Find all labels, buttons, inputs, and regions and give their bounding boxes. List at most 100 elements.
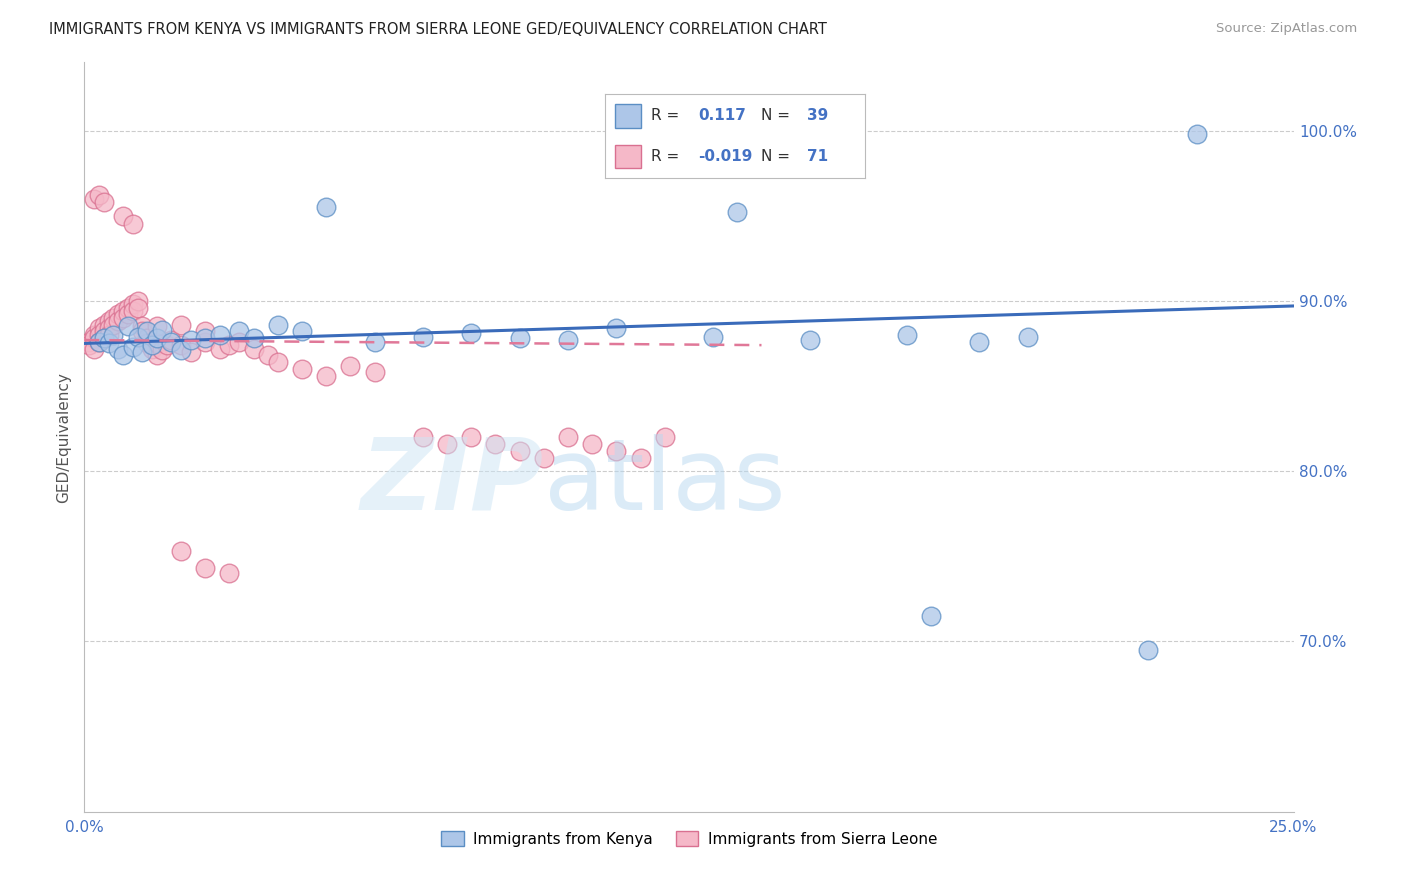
Point <box>146 319 169 334</box>
Point <box>557 333 579 347</box>
Point <box>257 348 280 362</box>
Point <box>87 188 110 202</box>
Point <box>194 331 217 345</box>
Point <box>77 334 100 349</box>
Point <box>242 331 264 345</box>
Point <box>1137 643 1160 657</box>
Point <box>170 343 193 358</box>
Point <box>93 318 115 332</box>
Point <box>97 336 120 351</box>
Point <box>112 348 135 362</box>
Point <box>103 327 125 342</box>
Point <box>131 345 153 359</box>
Point <box>136 336 159 351</box>
Point <box>93 331 115 345</box>
Point <box>83 192 105 206</box>
Point <box>146 331 169 345</box>
Point <box>605 443 627 458</box>
Point <box>799 333 821 347</box>
Point <box>1017 329 1039 343</box>
Point <box>242 342 264 356</box>
Point <box>136 325 159 339</box>
Point <box>87 321 110 335</box>
Point <box>97 321 120 335</box>
Point <box>218 338 240 352</box>
Text: atlas: atlas <box>544 434 786 531</box>
Point <box>363 365 385 379</box>
Point <box>146 336 169 351</box>
Point <box>121 217 143 231</box>
Point <box>150 323 173 337</box>
Point <box>509 331 531 345</box>
Point <box>117 301 139 315</box>
Point <box>967 334 990 349</box>
Point <box>117 308 139 322</box>
Point <box>83 342 105 356</box>
Point <box>581 437 603 451</box>
Point <box>194 561 217 575</box>
Point <box>218 566 240 581</box>
Text: Source: ZipAtlas.com: Source: ZipAtlas.com <box>1216 22 1357 36</box>
Point <box>315 368 337 383</box>
Point <box>83 331 105 345</box>
Point <box>1185 127 1208 141</box>
Point <box>146 348 169 362</box>
Text: 71: 71 <box>807 149 828 164</box>
Point <box>141 338 163 352</box>
Point <box>87 334 110 349</box>
Point <box>107 308 129 322</box>
Point <box>160 333 183 347</box>
FancyBboxPatch shape <box>614 103 641 128</box>
Point <box>131 319 153 334</box>
Point <box>267 355 290 369</box>
Point <box>460 430 482 444</box>
Point <box>194 334 217 349</box>
Point <box>112 304 135 318</box>
Point <box>93 331 115 345</box>
Point <box>702 329 724 343</box>
Point <box>93 325 115 339</box>
Point <box>509 443 531 458</box>
Point <box>208 342 231 356</box>
Point <box>127 329 149 343</box>
Point <box>83 327 105 342</box>
Point <box>484 437 506 451</box>
Point <box>228 325 250 339</box>
Point <box>87 327 110 342</box>
Point <box>605 321 627 335</box>
Point <box>127 293 149 308</box>
Point <box>180 345 202 359</box>
Point <box>97 327 120 342</box>
Y-axis label: GED/Equivalency: GED/Equivalency <box>56 372 72 502</box>
Point <box>315 200 337 214</box>
Point <box>436 437 458 451</box>
Point <box>112 209 135 223</box>
Point <box>654 430 676 444</box>
Text: 39: 39 <box>807 108 828 123</box>
Point <box>93 195 115 210</box>
Point <box>160 334 183 349</box>
Point <box>170 318 193 332</box>
Point <box>412 430 434 444</box>
Text: R =: R = <box>651 108 679 123</box>
Point <box>228 334 250 349</box>
Point <box>77 338 100 352</box>
Point <box>725 205 748 219</box>
Point <box>121 297 143 311</box>
Point <box>117 319 139 334</box>
Point <box>112 310 135 325</box>
Text: N =: N = <box>761 149 790 164</box>
Point <box>557 430 579 444</box>
Point <box>97 314 120 328</box>
Point <box>194 325 217 339</box>
Point <box>150 343 173 358</box>
Point <box>363 334 385 349</box>
Point <box>291 362 314 376</box>
Point <box>412 329 434 343</box>
Point <box>170 338 193 352</box>
Point <box>291 325 314 339</box>
Point <box>630 450 652 465</box>
Point <box>533 450 555 465</box>
Point <box>267 318 290 332</box>
Point <box>87 334 110 349</box>
